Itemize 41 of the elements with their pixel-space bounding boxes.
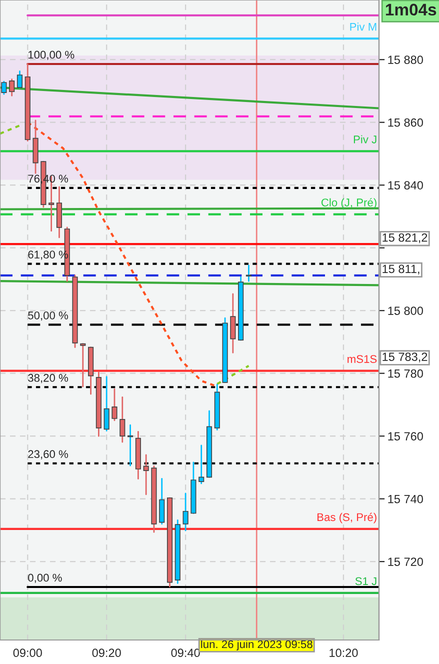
annotation: 50,00 % — [28, 312, 68, 321]
candlestick — [246, 264, 252, 282]
y-tick-label: 15 880 — [388, 56, 423, 64]
y-tick-label: 15 780 — [388, 369, 423, 378]
annotation: 0,00 % — [28, 574, 62, 583]
candlestick — [1, 80, 7, 95]
x-tick-label: 09:40 — [171, 648, 200, 658]
y2-tick-label: 15 783,2 — [382, 352, 428, 362]
ref-line-label: mS1S — [348, 355, 377, 363]
ref-line-label: Piv J — [354, 135, 376, 144]
annotation: 100,00 % — [28, 50, 74, 60]
x-tick-label: 10:20 — [330, 648, 358, 658]
y-tick-label: 15 800 — [388, 306, 423, 315]
ref-line-label: Bas (S, Pré) — [318, 512, 376, 524]
annotation: 23,60 % — [28, 450, 68, 460]
y-tick-label: 15 860 — [388, 118, 423, 127]
x-tick-label: 09:20 — [92, 648, 121, 658]
candlestick — [112, 388, 118, 422]
candlestick — [104, 376, 110, 432]
y-tick-label: 15 740 — [388, 494, 423, 504]
candlestick — [16, 70, 23, 89]
candlestick — [120, 396, 126, 443]
candlestick — [9, 78, 15, 96]
text: 1m04s — [386, 4, 436, 16]
y2-tick-label: 15 811, — [382, 264, 420, 275]
ref-line-label: Clo (J, Pré) — [321, 198, 376, 209]
candlestick — [230, 293, 236, 354]
candlestick — [80, 343, 86, 388]
ref-line-label: Piv M — [350, 22, 376, 31]
y2-tick-label: 15 821,2 — [382, 233, 428, 244]
annotation: 38,20 % — [28, 374, 68, 384]
ref-line-label: S1 J — [355, 577, 376, 586]
candlestick — [198, 444, 204, 484]
y-tick-label: 15 840 — [388, 181, 423, 190]
candlestick — [143, 454, 149, 496]
x-tick-label: 09:00 — [13, 648, 42, 658]
ref-line-label: lun. 26 juin 2023 09:58 — [201, 640, 312, 650]
candlestick — [182, 492, 188, 532]
y-tick-label: 15 760 — [388, 432, 423, 440]
candlestick — [159, 478, 165, 525]
y-tick-label: 15 720 — [388, 558, 423, 566]
